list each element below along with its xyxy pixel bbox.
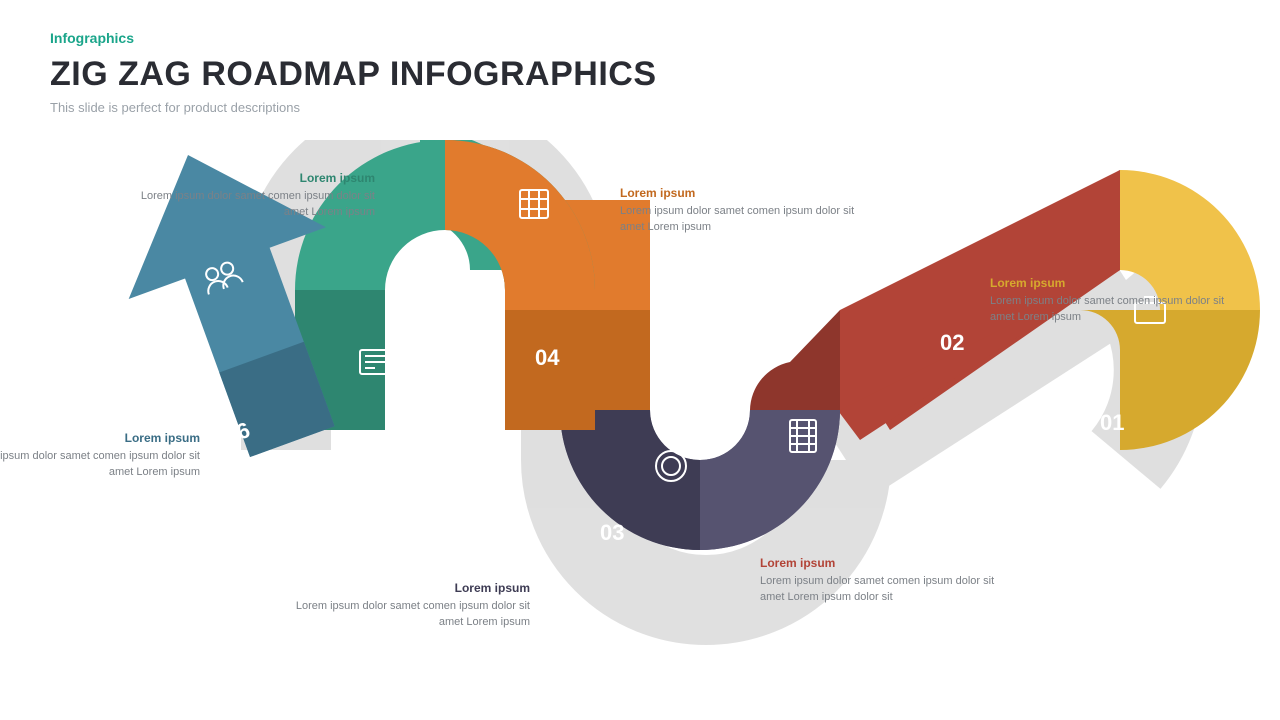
- caption-06: Lorem ipsum Lorem ipsum dolor samet come…: [0, 430, 200, 481]
- caption-06-title: Lorem ipsum: [0, 430, 200, 447]
- subtitle: This slide is perfect for product descri…: [50, 100, 300, 115]
- segment-02-num: 02: [940, 330, 964, 355]
- caption-02-body: Lorem ipsum dolor samet comen ipsum dolo…: [760, 574, 1000, 606]
- roadmap-zigzag: 01 02 03 04 05 06: [0, 140, 1280, 680]
- segment-05-num: 05: [428, 250, 452, 275]
- caption-04-body: Lorem ipsum dolor samet comen ipsum dolo…: [620, 204, 860, 236]
- eyebrow: Infographics: [50, 30, 134, 46]
- caption-02: Lorem ipsum Lorem ipsum dolor samet come…: [760, 555, 1000, 606]
- caption-06-body: Lorem ipsum dolor samet comen ipsum dolo…: [0, 449, 200, 481]
- caption-02-title: Lorem ipsum: [760, 555, 1000, 572]
- caption-01: Lorem ipsum Lorem ipsum dolor samet come…: [990, 275, 1230, 326]
- segment-02-vis2: [750, 310, 840, 410]
- caption-05-title: Lorem ipsum: [135, 170, 375, 187]
- caption-04-title: Lorem ipsum: [620, 185, 860, 202]
- caption-03-body: Lorem ipsum dolor samet comen ipsum dolo…: [290, 599, 530, 631]
- caption-05: Lorem ipsum Lorem ipsum dolor samet come…: [135, 170, 375, 221]
- caption-01-title: Lorem ipsum: [990, 275, 1230, 292]
- page-title: ZIG ZAG ROADMAP INFOGRAPHICS: [50, 55, 657, 94]
- seg04-ring-dark: [505, 310, 595, 430]
- segment-03-num: 03: [600, 520, 624, 545]
- caption-05-body: Lorem ipsum dolor samet comen ipsum dolo…: [135, 189, 375, 221]
- caption-04: Lorem ipsum Lorem ipsum dolor samet come…: [620, 185, 860, 236]
- caption-03-title: Lorem ipsum: [290, 580, 530, 597]
- caption-03: Lorem ipsum Lorem ipsum dolor samet come…: [290, 580, 530, 631]
- segment-04-num: 04: [535, 345, 560, 370]
- segment-01-num: 01: [1100, 410, 1124, 435]
- caption-01-body: Lorem ipsum dolor samet comen ipsum dolo…: [990, 294, 1230, 326]
